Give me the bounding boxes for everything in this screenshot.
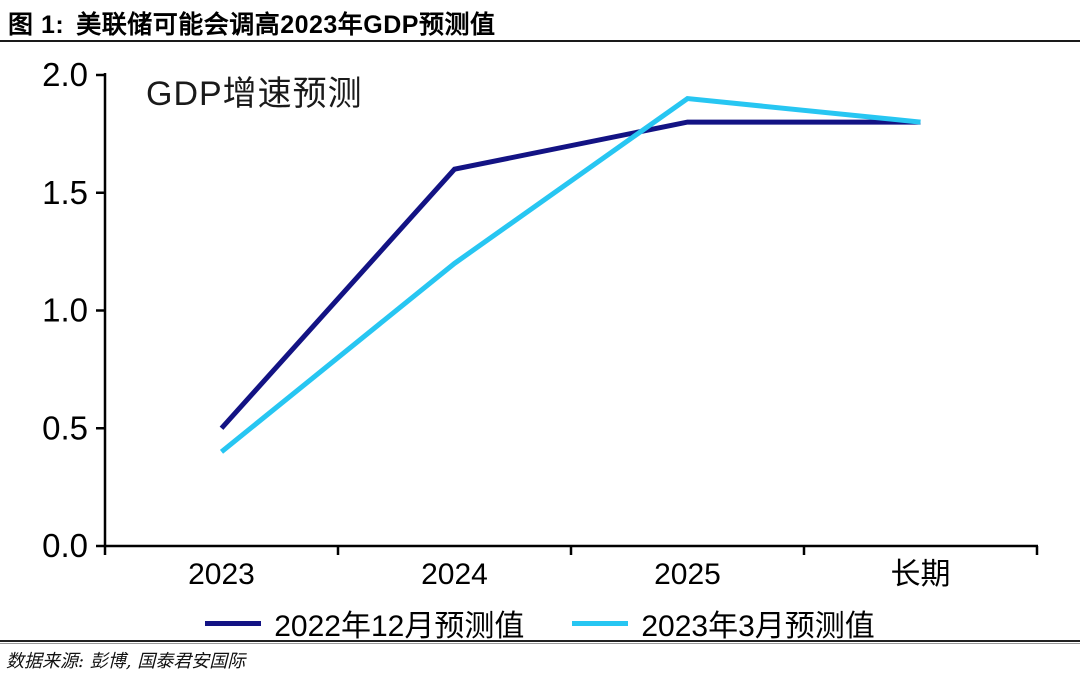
legend-item-0: 2022年12月预测值 (205, 601, 524, 645)
figure-title: 图 1: 美联储可能会调高2023年GDP预测值 (8, 5, 495, 41)
figure-title-text: 美联储可能会调高2023年GDP预测值 (76, 11, 496, 39)
y-tick-label: 1.0 (42, 292, 88, 329)
y-tick-label: 0.5 (42, 409, 88, 446)
legend-label: 2022年12月预测值 (274, 610, 525, 643)
legend-label: 2023年3月预测值 (641, 610, 875, 643)
data-source: 数据来源: 彭博, 国泰君安国际 (6, 651, 246, 672)
chart-title: GDP增速预测 (146, 75, 363, 113)
x-tick-label: 2025 (654, 558, 721, 591)
series-line-1 (219, 95, 921, 454)
y-tick-label: 1.5 (42, 174, 88, 211)
y-tick-label: 2.0 (42, 56, 88, 93)
x-tick-label: 2024 (421, 558, 488, 591)
x-tick-label: 长期 (891, 558, 951, 591)
y-tick-label: 0.0 (42, 527, 88, 564)
legend-line-swatch (205, 620, 262, 626)
footer-divider (0, 640, 1080, 642)
footer-divider-shadow (0, 643, 1080, 644)
x-tick-label: 2023 (188, 558, 255, 591)
legend-line-swatch (572, 620, 629, 626)
series-line-0 (219, 119, 921, 430)
figure-label: 图 1: (8, 11, 65, 39)
title-divider (0, 40, 1080, 42)
chart-legend: 2022年12月预测值 2023年3月预测值 (0, 601, 1080, 645)
line-chart: 0.0 0.5 1.0 1.5 2.0 2023 2024 2025 长期 (42, 56, 1039, 591)
legend-item-1: 2023年3月预测值 (572, 601, 875, 645)
